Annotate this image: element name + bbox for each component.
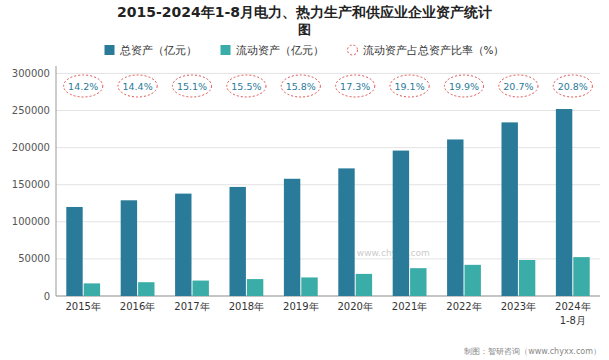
legend-label: 流动资产占总资产比率（%） <box>363 44 505 56</box>
legend-item: 流动资产占总资产比率（%） <box>348 44 505 56</box>
ratio-ellipse <box>172 75 211 97</box>
legend-swatch <box>221 45 231 55</box>
bar <box>121 200 137 296</box>
bar <box>519 260 535 296</box>
bar <box>66 207 82 296</box>
x-tick-label: 2020年 <box>337 301 372 312</box>
ratio-label: 14.4% <box>123 81 153 92</box>
y-tick-label: 250000 <box>12 105 50 116</box>
y-tick-label: 300000 <box>12 68 50 79</box>
ratio-ellipse <box>227 75 266 97</box>
y-axis-line <box>56 66 57 296</box>
ratio-label: 20.8% <box>558 81 588 92</box>
ratio-label: 14.2% <box>68 81 98 92</box>
bar <box>410 268 426 296</box>
ratio-label: 19.9% <box>449 81 479 92</box>
grid-line <box>56 221 600 222</box>
ratio-ellipse <box>444 75 483 97</box>
legend-swatch <box>348 45 358 55</box>
bar <box>356 274 372 296</box>
grid-line <box>56 110 600 111</box>
title: 2015-2024年1-8月电力、热力生产和供应业企业资产统计 <box>117 4 492 20</box>
y-tick-label: 150000 <box>12 179 50 190</box>
annotation: 1-8月 <box>560 315 586 326</box>
grid-line <box>56 147 600 148</box>
bar <box>301 277 317 296</box>
grid-line <box>56 73 600 74</box>
bar <box>501 122 517 296</box>
x-tick-label: 2024年 <box>555 301 590 312</box>
ratio-label: 19.1% <box>395 81 425 92</box>
grid-line <box>56 296 600 297</box>
ratio-label: 15.8% <box>286 81 316 92</box>
bar <box>193 281 209 296</box>
bar <box>284 179 300 296</box>
bar <box>447 139 463 296</box>
bar <box>175 194 191 296</box>
ratio-label: 17.3% <box>340 81 370 92</box>
grid-line <box>56 258 600 259</box>
subtitle: 图 <box>298 22 311 37</box>
bar <box>338 168 354 296</box>
y-tick-label: 100000 <box>12 216 50 227</box>
ratio-ellipse <box>118 75 157 97</box>
x-tick-label: 2019年 <box>283 301 318 312</box>
legend: 总资产（亿元） 流动资产（亿元） 流动资产占总资产比率（%） <box>105 44 505 56</box>
bar <box>138 282 154 296</box>
ratio-ellipse <box>336 75 375 97</box>
bar <box>393 151 409 296</box>
ratio-ellipse <box>499 75 538 97</box>
x-tick-label: 2017年 <box>174 301 209 312</box>
x-axis-line <box>56 296 600 297</box>
legend-label: 总资产（亿元） <box>119 44 197 56</box>
x-tick-label: 2016年 <box>120 301 155 312</box>
bar <box>465 265 481 296</box>
y-tick-label: 200000 <box>12 142 50 153</box>
bar <box>556 109 572 296</box>
ratio-ellipse <box>553 75 592 97</box>
ratio-label: 15.5% <box>231 81 261 92</box>
ratio-ellipse <box>281 75 320 97</box>
y-tick-label: 50000 <box>18 253 50 264</box>
bars <box>66 109 589 296</box>
x-tick-label: 2021年 <box>392 301 427 312</box>
legend-item: 流动资产（亿元） <box>221 44 324 56</box>
ratio-label: 20.7% <box>503 81 533 92</box>
footer: 制图：智研咨询（www.chyxx.com） <box>464 347 601 356</box>
x-tick-label: 2015年 <box>65 301 100 312</box>
ratio-ellipse <box>64 75 103 97</box>
x-tick-label: 2023年 <box>501 301 536 312</box>
grid-line <box>56 184 600 185</box>
bar <box>229 187 245 296</box>
ratio-label: 15.1% <box>177 81 207 92</box>
x-tick-label: 2022年 <box>446 301 481 312</box>
y-tick-label: 0 <box>44 291 50 302</box>
bar <box>84 283 100 296</box>
legend-item: 总资产（亿元） <box>105 44 197 56</box>
legend-swatch <box>105 45 115 55</box>
bar <box>247 279 263 296</box>
x-tick-label: 2018年 <box>229 301 264 312</box>
bar <box>573 257 589 296</box>
ratio-ellipse <box>390 75 429 97</box>
grid <box>56 73 600 296</box>
legend-label: 流动资产（亿元） <box>236 44 324 56</box>
